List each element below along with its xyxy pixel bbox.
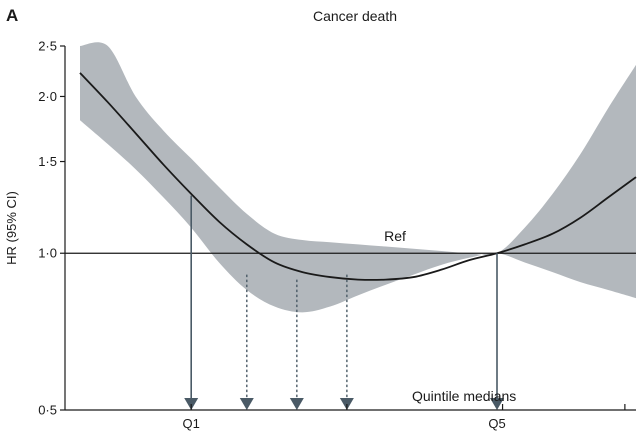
ci-band — [80, 42, 636, 313]
estimate-line-0 — [79, 72, 637, 281]
ref-label: Ref — [384, 228, 406, 244]
y-tick-label-1: 0·5 — [38, 403, 57, 418]
quintile-label-q1: Q1 — [183, 416, 200, 431]
y-tick-label-5: 2·5 — [38, 39, 57, 54]
y-axis-title: HR (95% CI) — [4, 191, 19, 265]
quintile-label-q5: Q5 — [488, 416, 505, 431]
quintile-arrowhead-3 — [289, 398, 304, 410]
y-tick-label-4: 2·0 — [38, 89, 57, 104]
panel-label: A — [6, 6, 18, 25]
y-tick-label-3: 1·5 — [38, 154, 57, 169]
chart-title: Cancer death — [313, 8, 397, 24]
y-tick-label-2: 1·0 — [38, 246, 57, 261]
quintile-arrowhead-2 — [239, 398, 254, 410]
quintile-arrowhead-5 — [490, 398, 504, 410]
quintile-medians-label: Quintile medians — [412, 388, 516, 404]
